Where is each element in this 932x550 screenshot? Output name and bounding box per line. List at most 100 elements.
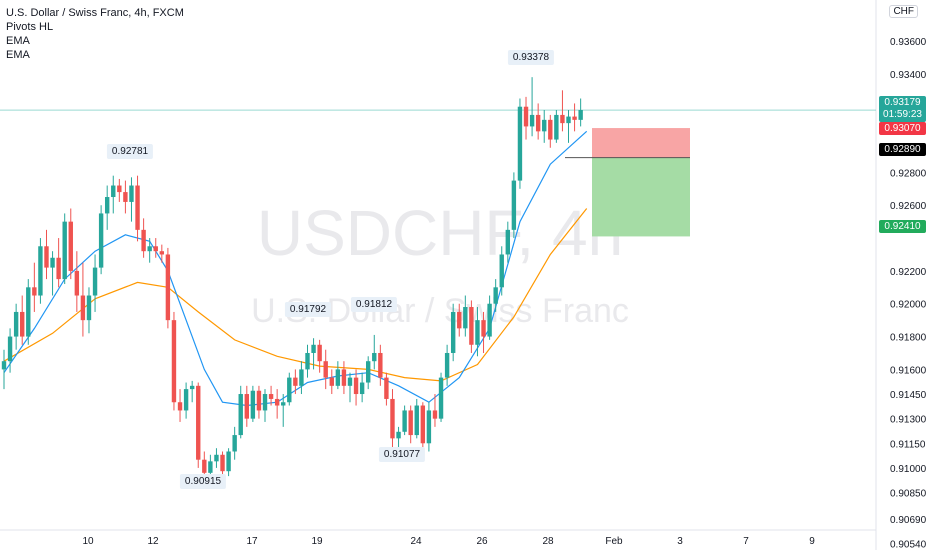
pivot-label-high-1: 0.92781: [106, 144, 154, 159]
y-tick-label: 0.91450: [890, 390, 927, 401]
candle-down: [329, 377, 334, 386]
candle-up: [450, 311, 456, 353]
candle-down: [20, 311, 25, 337]
candle-up: [98, 213, 104, 268]
candle-up: [566, 116, 571, 124]
y-tick-label: 0.91600: [890, 365, 927, 376]
x-tick-label: 26: [476, 536, 488, 547]
candle-down: [117, 185, 122, 193]
candle-down: [44, 246, 49, 268]
candle-up: [402, 410, 407, 432]
candle-up: [511, 180, 517, 230]
candle-up: [104, 197, 110, 214]
candle-up: [208, 461, 213, 473]
candle-up: [232, 435, 237, 452]
candle-down: [323, 361, 328, 378]
candle-down: [177, 402, 183, 411]
candle-down: [293, 377, 298, 386]
candle-down: [378, 352, 383, 378]
chart-legend: U.S. Dollar / Swiss Franc, 4h, FXCM Pivo…: [6, 6, 184, 62]
candle-up: [426, 410, 432, 444]
candle-down: [469, 307, 474, 345]
candle-up: [287, 377, 292, 403]
candle-up: [305, 352, 310, 370]
x-tick-label: 19: [311, 536, 323, 547]
currency-badge[interactable]: CHF: [889, 5, 918, 18]
y-tick-label: 0.91150: [890, 439, 926, 450]
candle-down: [244, 394, 249, 419]
candle-down: [481, 320, 486, 337]
candle-down: [68, 221, 73, 271]
candle-down: [171, 320, 177, 403]
candle-down: [317, 344, 322, 362]
candle-up: [129, 185, 134, 202]
y-tick-label: 0.93400: [890, 70, 927, 81]
candle-up: [505, 229, 511, 255]
candle-down: [80, 295, 86, 321]
candle-down: [135, 185, 140, 230]
stop-price-label: 0.93070: [879, 122, 926, 135]
x-tick-label: 12: [147, 536, 159, 547]
candle-down: [572, 116, 577, 120]
take-profit-zone: [592, 157, 690, 237]
candle-up: [62, 221, 67, 280]
candle-up: [50, 257, 55, 268]
candle-up: [578, 110, 583, 120]
candle-up: [444, 352, 450, 378]
candle-down: [560, 114, 565, 124]
y-tick-label: 0.92000: [890, 300, 927, 311]
candle-up: [347, 377, 353, 386]
indicator-ema-1[interactable]: EMA: [6, 35, 30, 47]
candle-down: [432, 410, 438, 419]
candle-up: [493, 287, 498, 304]
candle-down: [390, 398, 395, 439]
x-tick-label: 7: [743, 536, 749, 547]
candle-up: [214, 454, 219, 462]
x-tick-label: 24: [410, 536, 422, 547]
x-tick-label: 28: [542, 536, 554, 547]
candle-down: [274, 398, 280, 406]
candle-up: [359, 382, 365, 395]
candle-up: [335, 369, 341, 386]
y-tick-label: 0.90540: [890, 539, 927, 550]
candle-up: [183, 389, 189, 411]
x-tick-label: 10: [82, 536, 94, 547]
candle-up: [1, 361, 7, 370]
candle-up: [13, 311, 19, 337]
pivot-label-low-2: 0.91077: [378, 447, 426, 462]
candle-up: [463, 307, 468, 329]
candle-down: [32, 287, 37, 296]
candle-down: [420, 405, 426, 444]
candle-up: [438, 377, 444, 419]
ema-slow-line: [3, 208, 588, 382]
candle-down: [523, 106, 529, 127]
y-tick-label: 0.93600: [890, 37, 927, 48]
indicator-ema-2[interactable]: EMA: [6, 49, 30, 61]
candle-down: [202, 459, 207, 473]
candle-up: [414, 405, 419, 436]
candle-up: [111, 185, 116, 198]
stop-loss-zone: [592, 128, 690, 158]
candle-down: [457, 311, 462, 329]
x-tick-label: 3: [677, 536, 683, 547]
candle-up: [38, 246, 43, 296]
y-tick-label: 0.90850: [890, 489, 927, 500]
pivot-label-high-3: 0.91812: [350, 297, 398, 312]
candle-down: [408, 410, 413, 436]
candle-down: [196, 385, 201, 460]
candle-down: [548, 119, 553, 140]
candle-down: [535, 114, 541, 132]
pivot-label-high-2: 0.91792: [284, 302, 332, 317]
candle-up: [250, 390, 256, 419]
indicator-pivots[interactable]: Pivots HL: [6, 21, 54, 33]
candle-up: [26, 287, 31, 337]
candle-down: [353, 377, 359, 395]
candle-up: [554, 114, 559, 140]
y-tick-label: 0.92200: [890, 267, 927, 278]
candle-up: [86, 295, 92, 321]
candle-up: [366, 361, 371, 383]
y-tick-label: 0.91800: [890, 333, 927, 344]
symbol-title[interactable]: U.S. Dollar / Swiss Franc, 4h, FXCM: [6, 7, 184, 19]
